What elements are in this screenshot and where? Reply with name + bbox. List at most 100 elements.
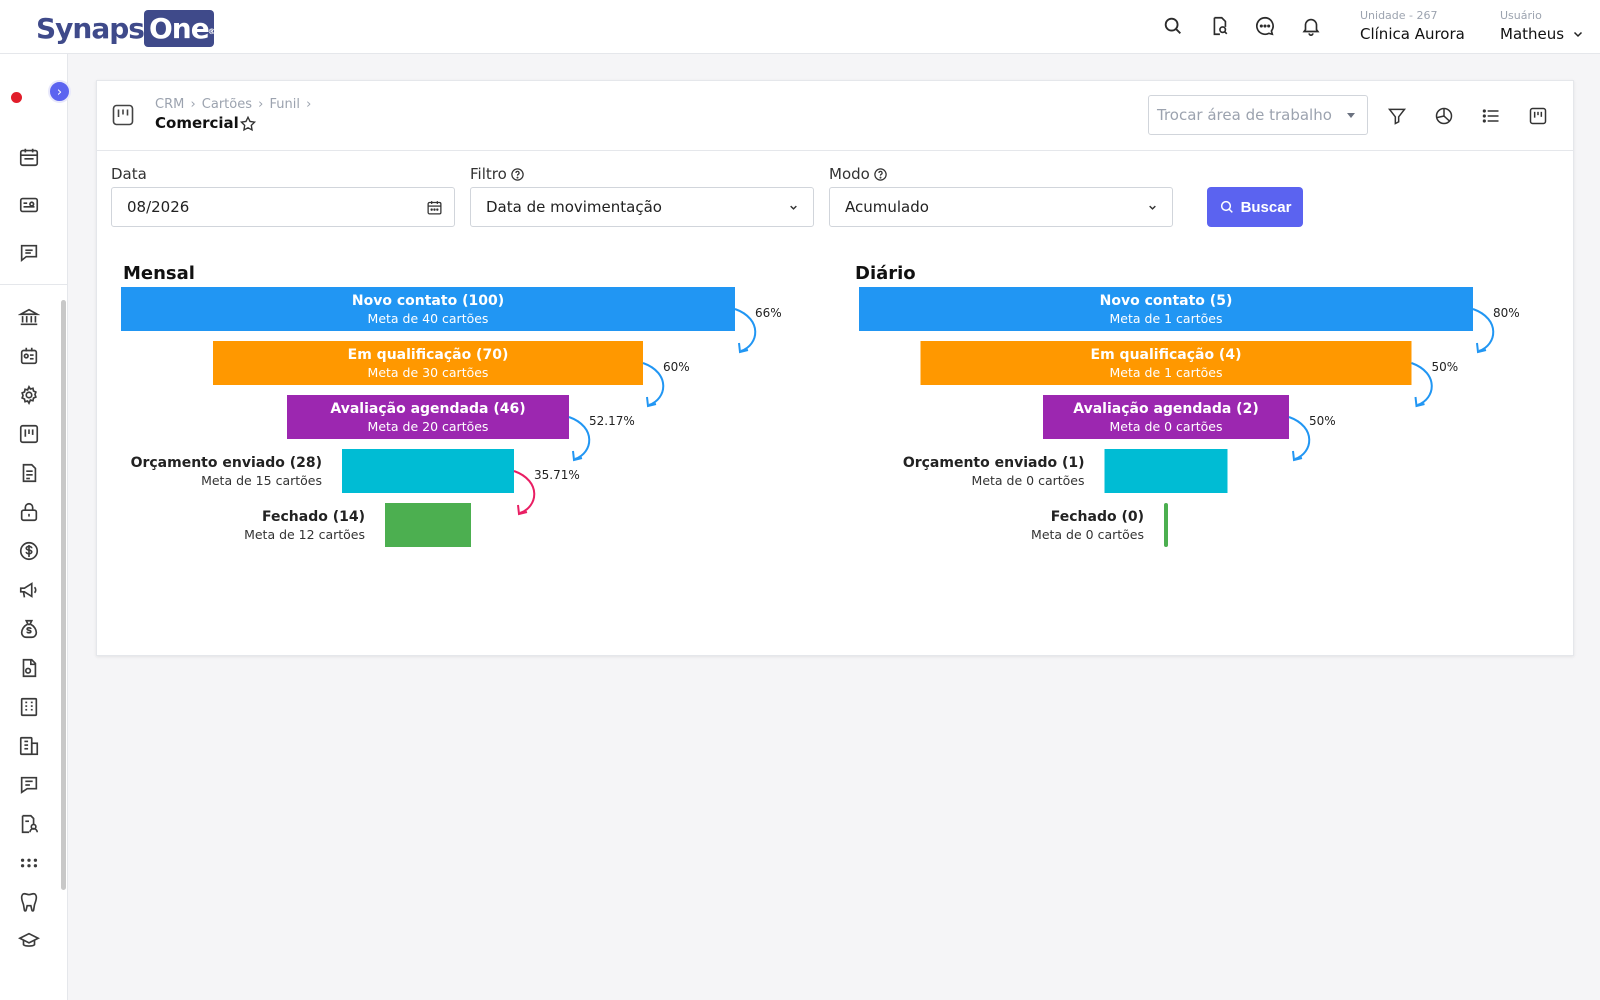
sidebar-scrollbar[interactable] xyxy=(61,300,66,890)
conversion-rate: 35.71% xyxy=(513,468,580,516)
tooth-icon[interactable] xyxy=(18,891,40,913)
sidebar-divider xyxy=(0,284,68,285)
apps-icon[interactable] xyxy=(18,852,40,874)
filter-select[interactable]: Data de movimentação xyxy=(470,187,814,227)
file-icon[interactable] xyxy=(18,657,40,679)
funnel-card: CRM › Cartões › Funil › Comercial Trocar… xyxy=(96,80,1574,656)
funnel-stage-label: Novo contato (5) xyxy=(1100,293,1233,309)
funnel-stage-bar[interactable] xyxy=(1043,395,1289,439)
filter-icon[interactable] xyxy=(1387,106,1407,126)
conversion-rate-label: 52.17% xyxy=(589,414,635,428)
megaphone-icon[interactable] xyxy=(18,579,40,601)
unit-label: Unidade - 267 xyxy=(1360,9,1438,22)
list-icon[interactable] xyxy=(1481,106,1501,126)
conversion-arrow-icon xyxy=(734,308,757,352)
gear-icon[interactable] xyxy=(18,384,40,406)
star-icon[interactable] xyxy=(239,115,257,133)
funnel-stage[interactable]: Avaliação agendada (2) Meta de 0 cartões xyxy=(1043,395,1289,439)
date-input[interactable]: 08/2026 xyxy=(111,187,455,227)
funnel-stage-label: Orçamento enviado (1) xyxy=(903,455,1085,471)
breadcrumb-cartoes[interactable]: Cartões xyxy=(201,97,253,112)
filter-value: Data de movimentação xyxy=(486,198,662,216)
notes-icon[interactable] xyxy=(18,774,40,796)
help-icon[interactable] xyxy=(873,167,888,182)
calendar-picker-icon[interactable] xyxy=(426,199,443,216)
funnel-stage[interactable]: Novo contato (100) Meta de 40 cartões xyxy=(121,287,735,331)
caret-down-icon xyxy=(1347,113,1355,118)
conversion-rate-label: 35.71% xyxy=(534,468,580,482)
funnel-stage-bar[interactable] xyxy=(1104,449,1228,493)
funnel-stage[interactable]: Fechado (0) Meta de 0 cartões xyxy=(1031,503,1168,547)
funnel-stage-label: Em qualificação (4) xyxy=(1091,347,1242,363)
arrow-head-icon xyxy=(1292,450,1303,462)
user-menu[interactable]: Usuário Matheus xyxy=(1500,9,1583,43)
chevron-down-icon xyxy=(790,205,797,210)
mode-select[interactable]: Acumulado xyxy=(829,187,1173,227)
search-button[interactable]: Buscar xyxy=(1207,187,1303,227)
funnel-stage-bar[interactable] xyxy=(920,341,1412,385)
kanban-view-icon[interactable] xyxy=(1528,106,1548,126)
funnel-stage-goal: Meta de 40 cartões xyxy=(368,311,489,326)
funnel-stage-label: Orçamento enviado (28) xyxy=(131,455,322,471)
document-search-icon[interactable] xyxy=(1208,15,1230,37)
sidebar-expand-button[interactable]: › xyxy=(48,80,71,103)
help-icon[interactable] xyxy=(510,167,525,182)
kanban-icon[interactable] xyxy=(18,423,40,445)
funnel-stage-goal: Meta de 20 cartões xyxy=(368,419,489,434)
funnel-stage-bar[interactable] xyxy=(859,287,1473,331)
breadcrumb: CRM › Cartões › Funil › xyxy=(155,97,312,112)
funnel-stage-label: Em qualificação (70) xyxy=(348,347,509,363)
funnel-stage-label: Avaliação agendada (46) xyxy=(330,401,525,417)
funnel-stage[interactable]: Avaliação agendada (46) Meta de 20 cartõe… xyxy=(287,395,569,439)
breadcrumb-funil[interactable]: Funil xyxy=(269,97,300,112)
pie-chart-icon[interactable] xyxy=(1434,106,1454,126)
mode-label: Modo xyxy=(829,165,888,183)
funnel-stage-bar[interactable] xyxy=(1164,503,1168,547)
calendar-icon[interactable] xyxy=(18,146,40,168)
funnel-stage-label: Novo contato (100) xyxy=(352,293,504,309)
funnel-stage-bar[interactable] xyxy=(121,287,735,331)
funnel-stage[interactable]: Novo contato (5) Meta de 1 cartões xyxy=(859,287,1473,331)
lock-icon[interactable] xyxy=(18,501,40,523)
funnel-stage-bar[interactable] xyxy=(385,503,471,547)
unit-selector[interactable]: Unidade - 267 Clínica Aurora xyxy=(1360,9,1465,43)
funnel-stage[interactable]: Fechado (14) Meta de 12 cartões xyxy=(244,503,471,547)
building-icon[interactable] xyxy=(18,696,40,718)
funnel-stage-bar[interactable] xyxy=(287,395,569,439)
bank-icon[interactable] xyxy=(18,306,40,328)
funnel-stage-goal: Meta de 0 cartões xyxy=(1031,527,1144,542)
funnel-stage-label: Fechado (0) xyxy=(1051,509,1144,525)
funnel-stage-bar[interactable] xyxy=(213,341,643,385)
id-card-icon[interactable] xyxy=(18,194,40,216)
money-bag-icon[interactable] xyxy=(18,618,40,640)
funnel-stage-bar[interactable] xyxy=(342,449,514,493)
funnel-stage[interactable]: Orçamento enviado (28) Meta de 15 cartões xyxy=(131,449,514,493)
funnel-stage-goal: Meta de 1 cartões xyxy=(1110,365,1223,380)
funnel-stage-label: Avaliação agendada (2) xyxy=(1073,401,1258,417)
arrow-head-icon xyxy=(1414,396,1425,408)
building-alt-icon[interactable] xyxy=(18,735,40,757)
document-icon[interactable] xyxy=(18,462,40,484)
conversion-rate: 50% xyxy=(1411,360,1458,408)
date-label: Data xyxy=(111,165,147,183)
funnel-stage[interactable]: Em qualificação (70) Meta de 30 cartões xyxy=(213,341,643,385)
graduation-icon[interactable] xyxy=(18,930,40,952)
breadcrumb-crm[interactable]: CRM xyxy=(155,97,185,112)
chevron-down-icon xyxy=(1149,205,1156,210)
user-doc-icon[interactable] xyxy=(18,813,40,835)
conversion-arrow-icon xyxy=(1288,416,1311,460)
message-icon[interactable] xyxy=(18,242,40,264)
bell-icon[interactable] xyxy=(1300,15,1322,37)
workspace-select[interactable]: Trocar área de trabalho xyxy=(1148,95,1368,135)
logo[interactable]: Synaps One ® xyxy=(36,9,216,47)
funnel-stage[interactable]: Em qualificação (4) Meta de 1 cartões xyxy=(920,341,1412,385)
dollar-icon[interactable] xyxy=(18,540,40,562)
funnel-title-mensal: Mensal xyxy=(123,263,195,284)
chat-icon[interactable] xyxy=(1254,15,1276,37)
conversion-arrow-icon xyxy=(1411,362,1433,406)
funnel-stage[interactable]: Orçamento enviado (1) Meta de 0 cartões xyxy=(903,449,1228,493)
search-icon[interactable] xyxy=(1162,15,1184,37)
contacts-icon[interactable] xyxy=(18,345,40,367)
top-bar: Synaps One ® Unidade - 267 Clínica Aurora… xyxy=(0,0,1600,54)
